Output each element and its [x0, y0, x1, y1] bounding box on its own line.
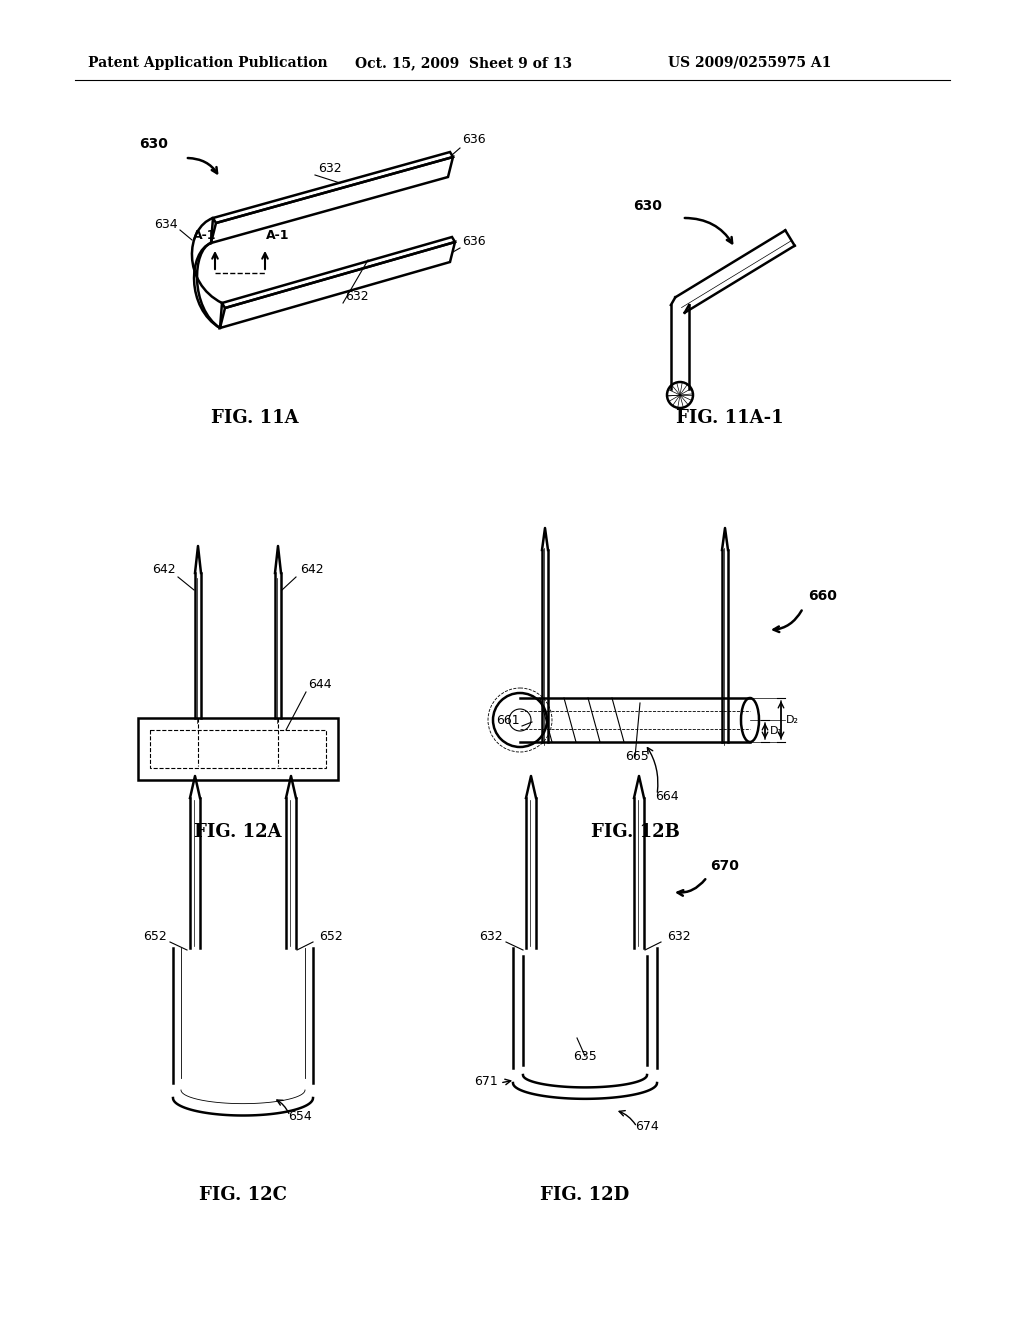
- Text: 660: 660: [808, 589, 837, 603]
- Text: 636: 636: [462, 133, 485, 147]
- Text: 630: 630: [139, 137, 168, 150]
- Text: FIG. 11A: FIG. 11A: [211, 409, 299, 426]
- Text: FIG. 12A: FIG. 12A: [195, 822, 282, 841]
- Text: 664: 664: [655, 789, 679, 803]
- Text: 632: 632: [667, 931, 690, 942]
- Text: Patent Application Publication: Patent Application Publication: [88, 55, 328, 70]
- Text: D₁: D₁: [770, 726, 783, 737]
- Text: 661: 661: [497, 714, 520, 727]
- Text: 636: 636: [462, 235, 485, 248]
- Text: Oct. 15, 2009  Sheet 9 of 13: Oct. 15, 2009 Sheet 9 of 13: [355, 55, 572, 70]
- Bar: [150, 730, 326, 768]
- Text: 644: 644: [308, 678, 332, 690]
- Text: 652: 652: [143, 931, 167, 942]
- Text: 635: 635: [573, 1049, 597, 1063]
- Text: 642: 642: [300, 564, 324, 576]
- Text: 632: 632: [318, 162, 342, 176]
- Text: D₂: D₂: [786, 715, 799, 725]
- Text: 652: 652: [319, 931, 343, 942]
- Text: A-1: A-1: [266, 228, 290, 242]
- Text: 632: 632: [345, 290, 369, 304]
- Text: FIG. 12B: FIG. 12B: [591, 822, 680, 841]
- Text: 632: 632: [479, 931, 503, 942]
- Text: 634: 634: [155, 218, 178, 231]
- Text: A-1: A-1: [194, 228, 217, 242]
- Text: FIG. 11A-1: FIG. 11A-1: [676, 409, 783, 426]
- Text: 630: 630: [633, 199, 662, 213]
- Text: 674: 674: [635, 1119, 658, 1133]
- Text: 671: 671: [474, 1074, 498, 1088]
- Text: 654: 654: [288, 1110, 311, 1123]
- Text: 670: 670: [710, 859, 739, 873]
- Text: FIG. 12C: FIG. 12C: [199, 1185, 287, 1204]
- Text: 642: 642: [153, 564, 176, 576]
- Bar: [138, 718, 338, 780]
- Text: FIG. 12D: FIG. 12D: [541, 1185, 630, 1204]
- Text: 665: 665: [625, 750, 649, 763]
- Text: US 2009/0255975 A1: US 2009/0255975 A1: [668, 55, 831, 70]
